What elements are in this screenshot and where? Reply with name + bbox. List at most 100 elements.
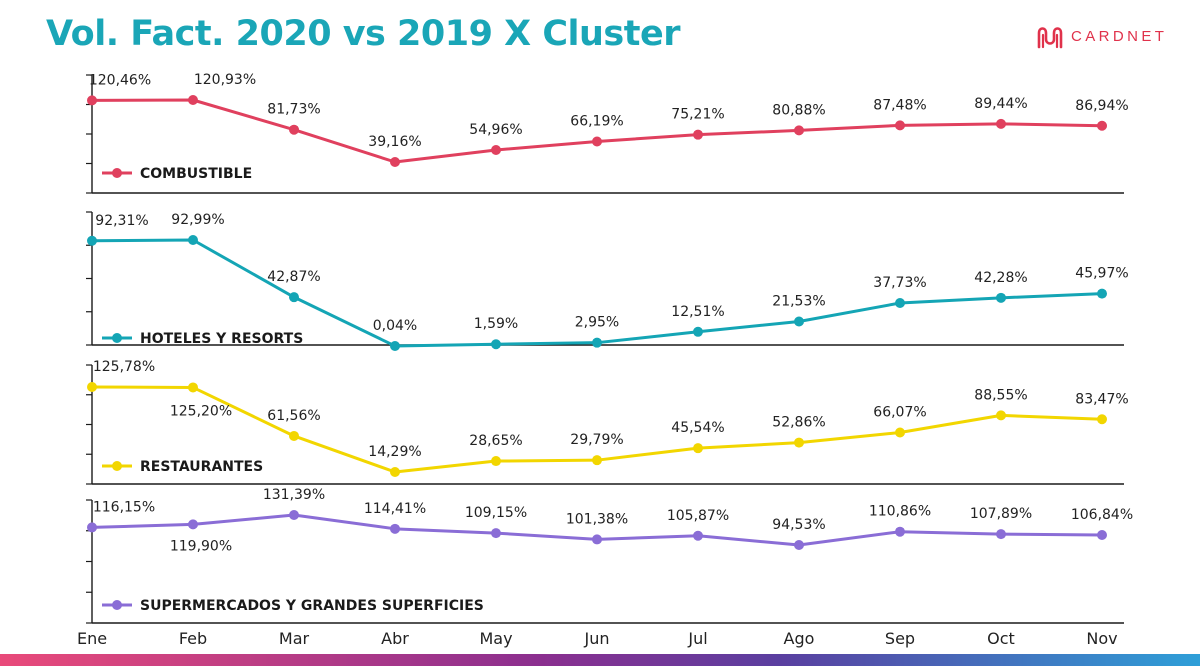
data-point-supermercados: [491, 528, 501, 539]
data-label-supermercados: 110,86%: [869, 504, 931, 520]
data-label-supermercados: 109,15%: [465, 505, 527, 521]
data-label-restaurantes: 45,54%: [671, 420, 724, 436]
legend-label-supermercados: SUPERMERCADOS Y GRANDES SUPERFICIES: [140, 598, 484, 614]
data-point-combustible: [87, 95, 97, 106]
data-point-combustible: [188, 95, 198, 105]
data-point-combustible: [996, 118, 1006, 129]
data-label-restaurantes: 28,65%: [469, 433, 522, 449]
data-point-hoteles: [592, 337, 602, 348]
x-tick-label: Ago: [784, 629, 815, 648]
data-label-combustible: 120,93%: [194, 72, 256, 88]
data-point-supermercados: [87, 522, 97, 533]
data-label-hoteles: 42,28%: [974, 270, 1027, 286]
legend-marker-restaurantes: [112, 461, 122, 471]
x-tick-label: Jun: [584, 629, 610, 648]
data-label-hoteles: 12,51%: [671, 304, 724, 320]
x-tick-label: Oct: [987, 629, 1015, 648]
legend-label-restaurantes: RESTAURANTES: [140, 459, 263, 475]
x-tick-label: Feb: [179, 629, 207, 648]
data-point-combustible: [794, 125, 804, 136]
data-label-combustible: 80,88%: [772, 102, 825, 118]
data-label-combustible: 66,19%: [570, 114, 623, 130]
data-point-restaurantes: [491, 456, 501, 467]
data-point-restaurantes: [794, 437, 804, 448]
series-line-combustible: [91, 98, 1103, 164]
data-label-combustible: 81,73%: [267, 102, 320, 118]
data-point-supermercados: [1097, 529, 1107, 540]
data-point-supermercados: [390, 523, 400, 534]
data-point-restaurantes: [188, 382, 198, 393]
data-label-combustible: 89,44%: [974, 96, 1027, 112]
data-label-restaurantes: 88,55%: [974, 387, 1027, 403]
data-point-supermercados: [592, 534, 602, 545]
data-label-restaurantes: 52,86%: [772, 415, 825, 431]
data-label-restaurantes: 66,07%: [873, 405, 926, 421]
data-label-restaurantes: 125,78%: [93, 359, 155, 375]
data-point-supermercados: [289, 510, 299, 520]
data-label-supermercados: 119,90%: [170, 538, 232, 554]
data-point-combustible: [1097, 120, 1107, 131]
data-point-hoteles: [996, 292, 1006, 303]
data-label-supermercados: 116,15%: [93, 499, 155, 515]
data-point-hoteles: [1097, 288, 1107, 299]
cardnet-logo: CARDNET: [1036, 22, 1167, 50]
data-point-combustible: [592, 136, 602, 147]
data-label-supermercados: 94,53%: [772, 517, 825, 533]
data-label-hoteles: 37,73%: [873, 275, 926, 291]
data-point-hoteles: [390, 341, 400, 351]
data-label-combustible: 39,16%: [368, 134, 421, 150]
data-point-hoteles: [87, 235, 97, 246]
x-tick-label: Sep: [885, 629, 915, 648]
data-point-hoteles: [491, 339, 501, 350]
data-label-supermercados: 101,38%: [566, 511, 628, 527]
data-label-hoteles: 1,59%: [474, 316, 518, 332]
data-point-hoteles: [794, 316, 804, 327]
data-point-restaurantes: [996, 410, 1006, 421]
data-point-restaurantes: [592, 455, 602, 466]
x-tick-label: Abr: [381, 629, 409, 648]
data-point-combustible: [289, 124, 299, 135]
data-label-hoteles: 0,04%: [373, 318, 417, 334]
data-point-restaurantes: [693, 443, 703, 454]
data-point-hoteles: [895, 298, 905, 309]
page-title: Vol. Fact. 2020 vs 2019 X Cluster: [46, 14, 681, 54]
data-label-hoteles: 45,97%: [1075, 266, 1128, 282]
data-label-restaurantes: 14,29%: [368, 444, 421, 460]
data-point-restaurantes: [1097, 414, 1107, 425]
data-point-combustible: [693, 129, 703, 140]
data-label-restaurantes: 61,56%: [267, 408, 320, 424]
data-point-supermercados: [794, 540, 804, 550]
legend-label-hoteles: HOTELES Y RESORTS: [140, 331, 303, 347]
data-label-supermercados: 105,87%: [667, 508, 729, 524]
data-label-restaurantes: 29,79%: [570, 432, 623, 448]
x-tick-label: Nov: [1086, 629, 1117, 648]
data-label-combustible: 75,21%: [671, 107, 724, 123]
data-label-combustible: 120,46%: [89, 72, 151, 88]
data-label-combustible: 87,48%: [873, 97, 926, 113]
logo-text: CARDNET: [1071, 27, 1168, 45]
x-tick-label: May: [479, 629, 512, 648]
data-label-combustible: 54,96%: [469, 122, 522, 138]
data-label-supermercados: 107,89%: [970, 506, 1032, 522]
x-tick-label: Mar: [279, 629, 310, 648]
data-point-combustible: [390, 157, 400, 167]
bottom-gradient-bar: [0, 654, 1200, 666]
data-point-hoteles: [188, 235, 198, 245]
data-point-supermercados: [895, 526, 905, 537]
data-label-hoteles: 92,31%: [95, 213, 148, 229]
legend-marker-hoteles: [112, 333, 122, 343]
data-point-restaurantes: [87, 382, 97, 392]
data-point-supermercados: [693, 530, 703, 541]
data-point-hoteles: [289, 292, 299, 303]
data-point-combustible: [895, 120, 905, 131]
data-label-hoteles: 2,95%: [575, 315, 619, 331]
data-label-supermercados: 114,41%: [364, 501, 426, 517]
legend-label-combustible: COMBUSTIBLE: [140, 166, 252, 182]
data-point-hoteles: [693, 326, 703, 337]
data-point-combustible: [491, 145, 501, 156]
data-point-restaurantes: [895, 427, 905, 438]
data-point-supermercados: [188, 519, 198, 530]
data-label-hoteles: 21,53%: [772, 293, 825, 309]
data-label-hoteles: 92,99%: [171, 212, 224, 228]
